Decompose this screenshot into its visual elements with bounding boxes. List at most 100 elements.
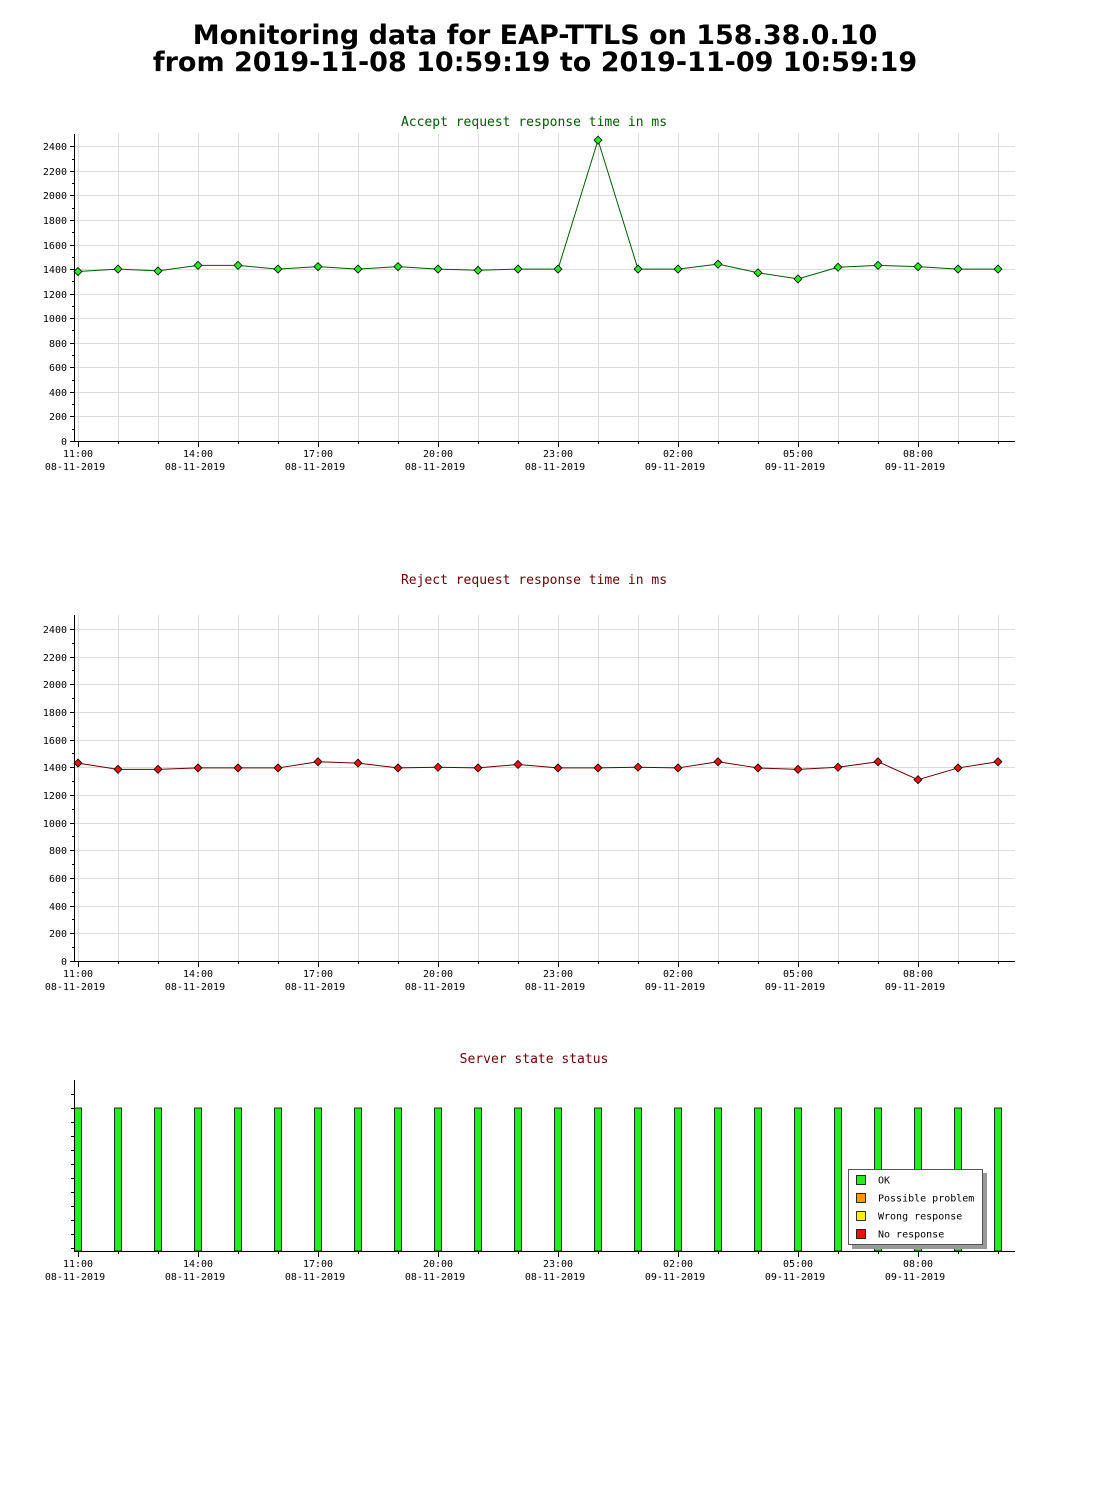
status-x-date-label: 08-11-2019 (405, 1272, 465, 1283)
status-bar (434, 1107, 442, 1252)
status-bar (474, 1107, 482, 1252)
accept-data-point (593, 135, 603, 145)
accept-x-date-label: 08-11-2019 (285, 462, 345, 473)
accept-x-time-label: 17:00 (303, 449, 333, 460)
accept-y-tick-label: 200 (49, 412, 67, 423)
status-bar (314, 1107, 322, 1252)
reject-data-point (633, 762, 643, 772)
reject-x-date-label: 08-11-2019 (525, 982, 585, 993)
accept-data-point (793, 274, 803, 284)
status-legend-label: Wrong response (878, 1212, 962, 1223)
accept-x-date-label: 08-11-2019 (45, 462, 105, 473)
accept-data-point (833, 262, 843, 272)
status-bar (554, 1107, 562, 1252)
accept-y-tick-label: 2400 (43, 142, 67, 153)
status-x-date-label: 09-11-2019 (645, 1272, 705, 1283)
reject-y-tick-label: 1400 (43, 763, 67, 774)
reject-data-point (673, 763, 683, 773)
accept-x-date-label: 09-11-2019 (885, 462, 945, 473)
status-bar (594, 1107, 602, 1252)
status-x-date-label: 08-11-2019 (45, 1272, 105, 1283)
status-bar (74, 1107, 82, 1252)
reject-data-point (913, 775, 923, 785)
reject-y-tick-label: 400 (49, 902, 67, 913)
status-x-date-label: 08-11-2019 (525, 1272, 585, 1283)
reject-chart: Reject request response time in ms 0 200 40… (43, 573, 1015, 993)
reject-y-tick-label: 2400 (43, 625, 67, 636)
reject-data-point (993, 757, 1003, 767)
reject-x-time-label: 08:00 (903, 969, 933, 980)
status-x-time-label: 02:00 (663, 1259, 693, 1270)
status-bar (674, 1107, 682, 1252)
accept-x-time-label: 02:00 (663, 449, 693, 460)
accept-data-point (433, 264, 443, 274)
status-bar (234, 1107, 242, 1252)
accept-data-point (513, 264, 523, 274)
status-legend-swatch (856, 1229, 866, 1239)
status-x-date-label: 08-11-2019 (165, 1272, 225, 1283)
accept-data-point (393, 262, 403, 272)
reject-data-point (873, 757, 883, 767)
accept-x-time-label: 14:00 (183, 449, 213, 460)
accept-x-date-label: 08-11-2019 (525, 462, 585, 473)
accept-chart: Accept request response time in ms 0 200 40… (43, 115, 1015, 473)
status-x-date-label: 09-11-2019 (765, 1272, 825, 1283)
accept-y-tick-label: 400 (49, 388, 67, 399)
reject-x-date-label: 08-11-2019 (45, 982, 105, 993)
accept-x-time-label: 05:00 (783, 449, 813, 460)
status-bar (194, 1107, 202, 1252)
status-bar (154, 1107, 162, 1252)
accept-data-point (153, 266, 163, 276)
reject-y-tick-label: 1200 (43, 791, 67, 802)
status-legend-swatch (856, 1211, 866, 1221)
accept-x-time-label: 20:00 (423, 449, 453, 460)
accept-y-tick-label: 1400 (43, 265, 67, 276)
reject-x-time-label: 11:00 (63, 969, 93, 980)
accept-x-date-label: 08-11-2019 (405, 462, 465, 473)
status-x-date-label: 08-11-2019 (285, 1272, 345, 1283)
reject-x-time-label: 17:00 (303, 969, 333, 980)
reject-y-tick-label: 600 (49, 874, 67, 885)
accept-y-tick-label: 1600 (43, 241, 67, 252)
accept-data-point (193, 260, 203, 270)
status-bar (394, 1107, 402, 1252)
accept-data-point (673, 264, 683, 274)
status-bar (354, 1107, 362, 1252)
reject-x-date-label: 09-11-2019 (885, 982, 945, 993)
accept-x-date-label: 09-11-2019 (645, 462, 705, 473)
reject-data-point (313, 757, 323, 767)
reject-data-point (233, 763, 243, 773)
reject-x-date-label: 08-11-2019 (405, 982, 465, 993)
status-bar (114, 1107, 122, 1252)
status-legend-box (848, 1169, 983, 1245)
status-x-time-label: 08:00 (903, 1259, 933, 1270)
reject-x-time-label: 20:00 (423, 969, 453, 980)
reject-x-date-label: 09-11-2019 (645, 982, 705, 993)
reject-series-line (77, 761, 999, 781)
reject-data-point (833, 762, 843, 772)
reject-y-tick-label: 2000 (43, 680, 67, 691)
status-bar (274, 1107, 282, 1252)
status-bar (714, 1107, 722, 1252)
reject-data-point (953, 763, 963, 773)
status-bar (754, 1107, 762, 1252)
accept-data-point (473, 265, 483, 275)
accept-x-time-label: 23:00 (543, 449, 573, 460)
status-legend-swatch (856, 1193, 866, 1203)
status-chart-title: Server state status (460, 1052, 609, 1067)
reject-data-point (473, 763, 483, 773)
accept-series-line (77, 138, 998, 280)
accept-data-point (273, 264, 283, 274)
reject-x-time-label: 14:00 (183, 969, 213, 980)
reject-x-date-label: 08-11-2019 (165, 982, 225, 993)
reject-data-point (753, 763, 763, 773)
accept-data-point (753, 268, 763, 278)
accept-y-tick-label: 2000 (43, 191, 67, 202)
accept-y-tick-label: 800 (49, 339, 67, 350)
status-bar (514, 1107, 522, 1252)
reject-x-time-label: 05:00 (783, 969, 813, 980)
accept-x-date-label: 09-11-2019 (765, 462, 825, 473)
accept-y-tick-label: 1800 (43, 216, 67, 227)
reject-data-point (393, 763, 403, 773)
